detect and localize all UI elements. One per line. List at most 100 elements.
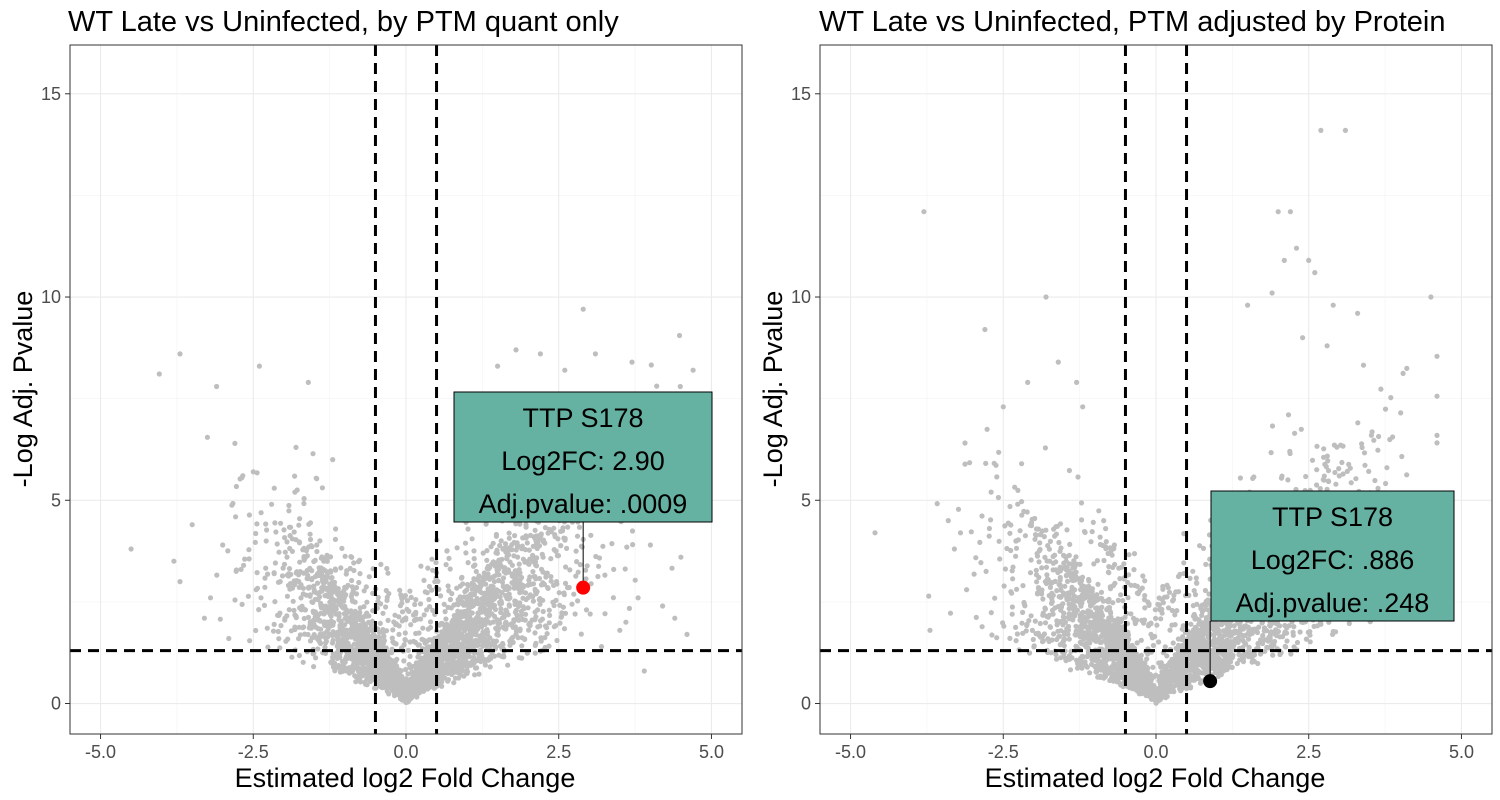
data-point [430,640,436,647]
data-point [501,565,507,571]
data-point [1054,588,1060,594]
data-point [1169,607,1175,614]
data-point [286,607,292,613]
data-point [553,548,559,554]
data-point [413,609,419,615]
data-point [481,570,487,576]
data-point [312,557,318,564]
data-point [1071,558,1077,564]
data-point [418,616,424,622]
data-point [337,622,343,629]
data-point [498,606,504,612]
volcano-panel-ptm-quant: WT Late vs Uninfected, by PTM quant only… [8,6,743,793]
data-point [450,656,456,663]
data-point [465,560,471,566]
data-point [1336,466,1342,472]
data-point [286,508,292,514]
data-point [537,601,543,607]
data-point [318,555,324,561]
data-point [289,536,295,542]
data-point [1057,548,1063,554]
data-point [1404,365,1410,371]
data-point [335,637,341,643]
data-point [363,584,369,590]
data-point [233,483,239,490]
data-point [1075,474,1081,480]
data-point [573,548,579,554]
data-point [548,578,554,584]
data-point [1192,592,1199,598]
data-point [442,640,448,646]
highlighted-point [576,580,591,595]
data-point [399,609,406,615]
data-point [296,578,302,585]
data-point [548,556,554,562]
data-point [479,596,485,602]
data-point [555,536,561,542]
data-point [310,599,316,606]
data-point [508,636,514,642]
data-point [367,677,374,683]
data-point [445,678,451,684]
data-point [324,558,330,564]
data-point [572,611,578,617]
data-point [321,631,327,637]
data-point [322,568,329,574]
data-point [246,547,252,553]
data-point [315,596,321,603]
data-point [423,661,429,668]
data-point [214,383,220,390]
data-point [593,553,599,560]
data-point [500,583,506,590]
data-point [334,598,340,604]
data-point [542,644,548,651]
data-point [425,626,431,632]
data-point [947,610,954,616]
data-point [986,533,992,539]
data-point [542,623,549,629]
data-point [291,607,297,614]
data-point [555,553,562,559]
data-point [497,594,503,600]
data-point [370,670,376,676]
data-point [349,584,355,590]
data-point [289,548,295,555]
data-point [286,502,292,509]
data-point [518,612,524,619]
data-point [546,526,552,533]
data-point [366,671,372,677]
data-point [365,657,371,663]
data-point [1181,560,1187,566]
data-point [447,596,453,603]
data-point [535,624,541,630]
data-point [312,574,318,580]
data-point [309,568,315,574]
data-point [532,630,538,636]
data-point [356,635,362,641]
data-point [487,664,493,670]
data-point [269,501,275,507]
data-point [375,594,381,601]
data-point [425,565,431,571]
data-point [254,570,260,576]
data-point [473,587,479,593]
data-point [1049,607,1056,613]
data-point [459,599,465,605]
data-point [1020,609,1026,616]
data-point [1047,584,1053,591]
data-point [352,608,358,615]
data-point [1009,604,1016,610]
data-point [522,617,528,623]
data-point [469,536,475,542]
data-point [449,661,455,667]
data-point [408,680,414,686]
data-point [654,383,660,389]
data-point [297,516,303,522]
data-point [486,655,492,661]
data-point [1103,539,1109,545]
data-point [535,607,541,613]
data-point [349,597,355,603]
data-point [384,688,390,694]
data-point [384,673,390,680]
data-point [455,635,461,641]
